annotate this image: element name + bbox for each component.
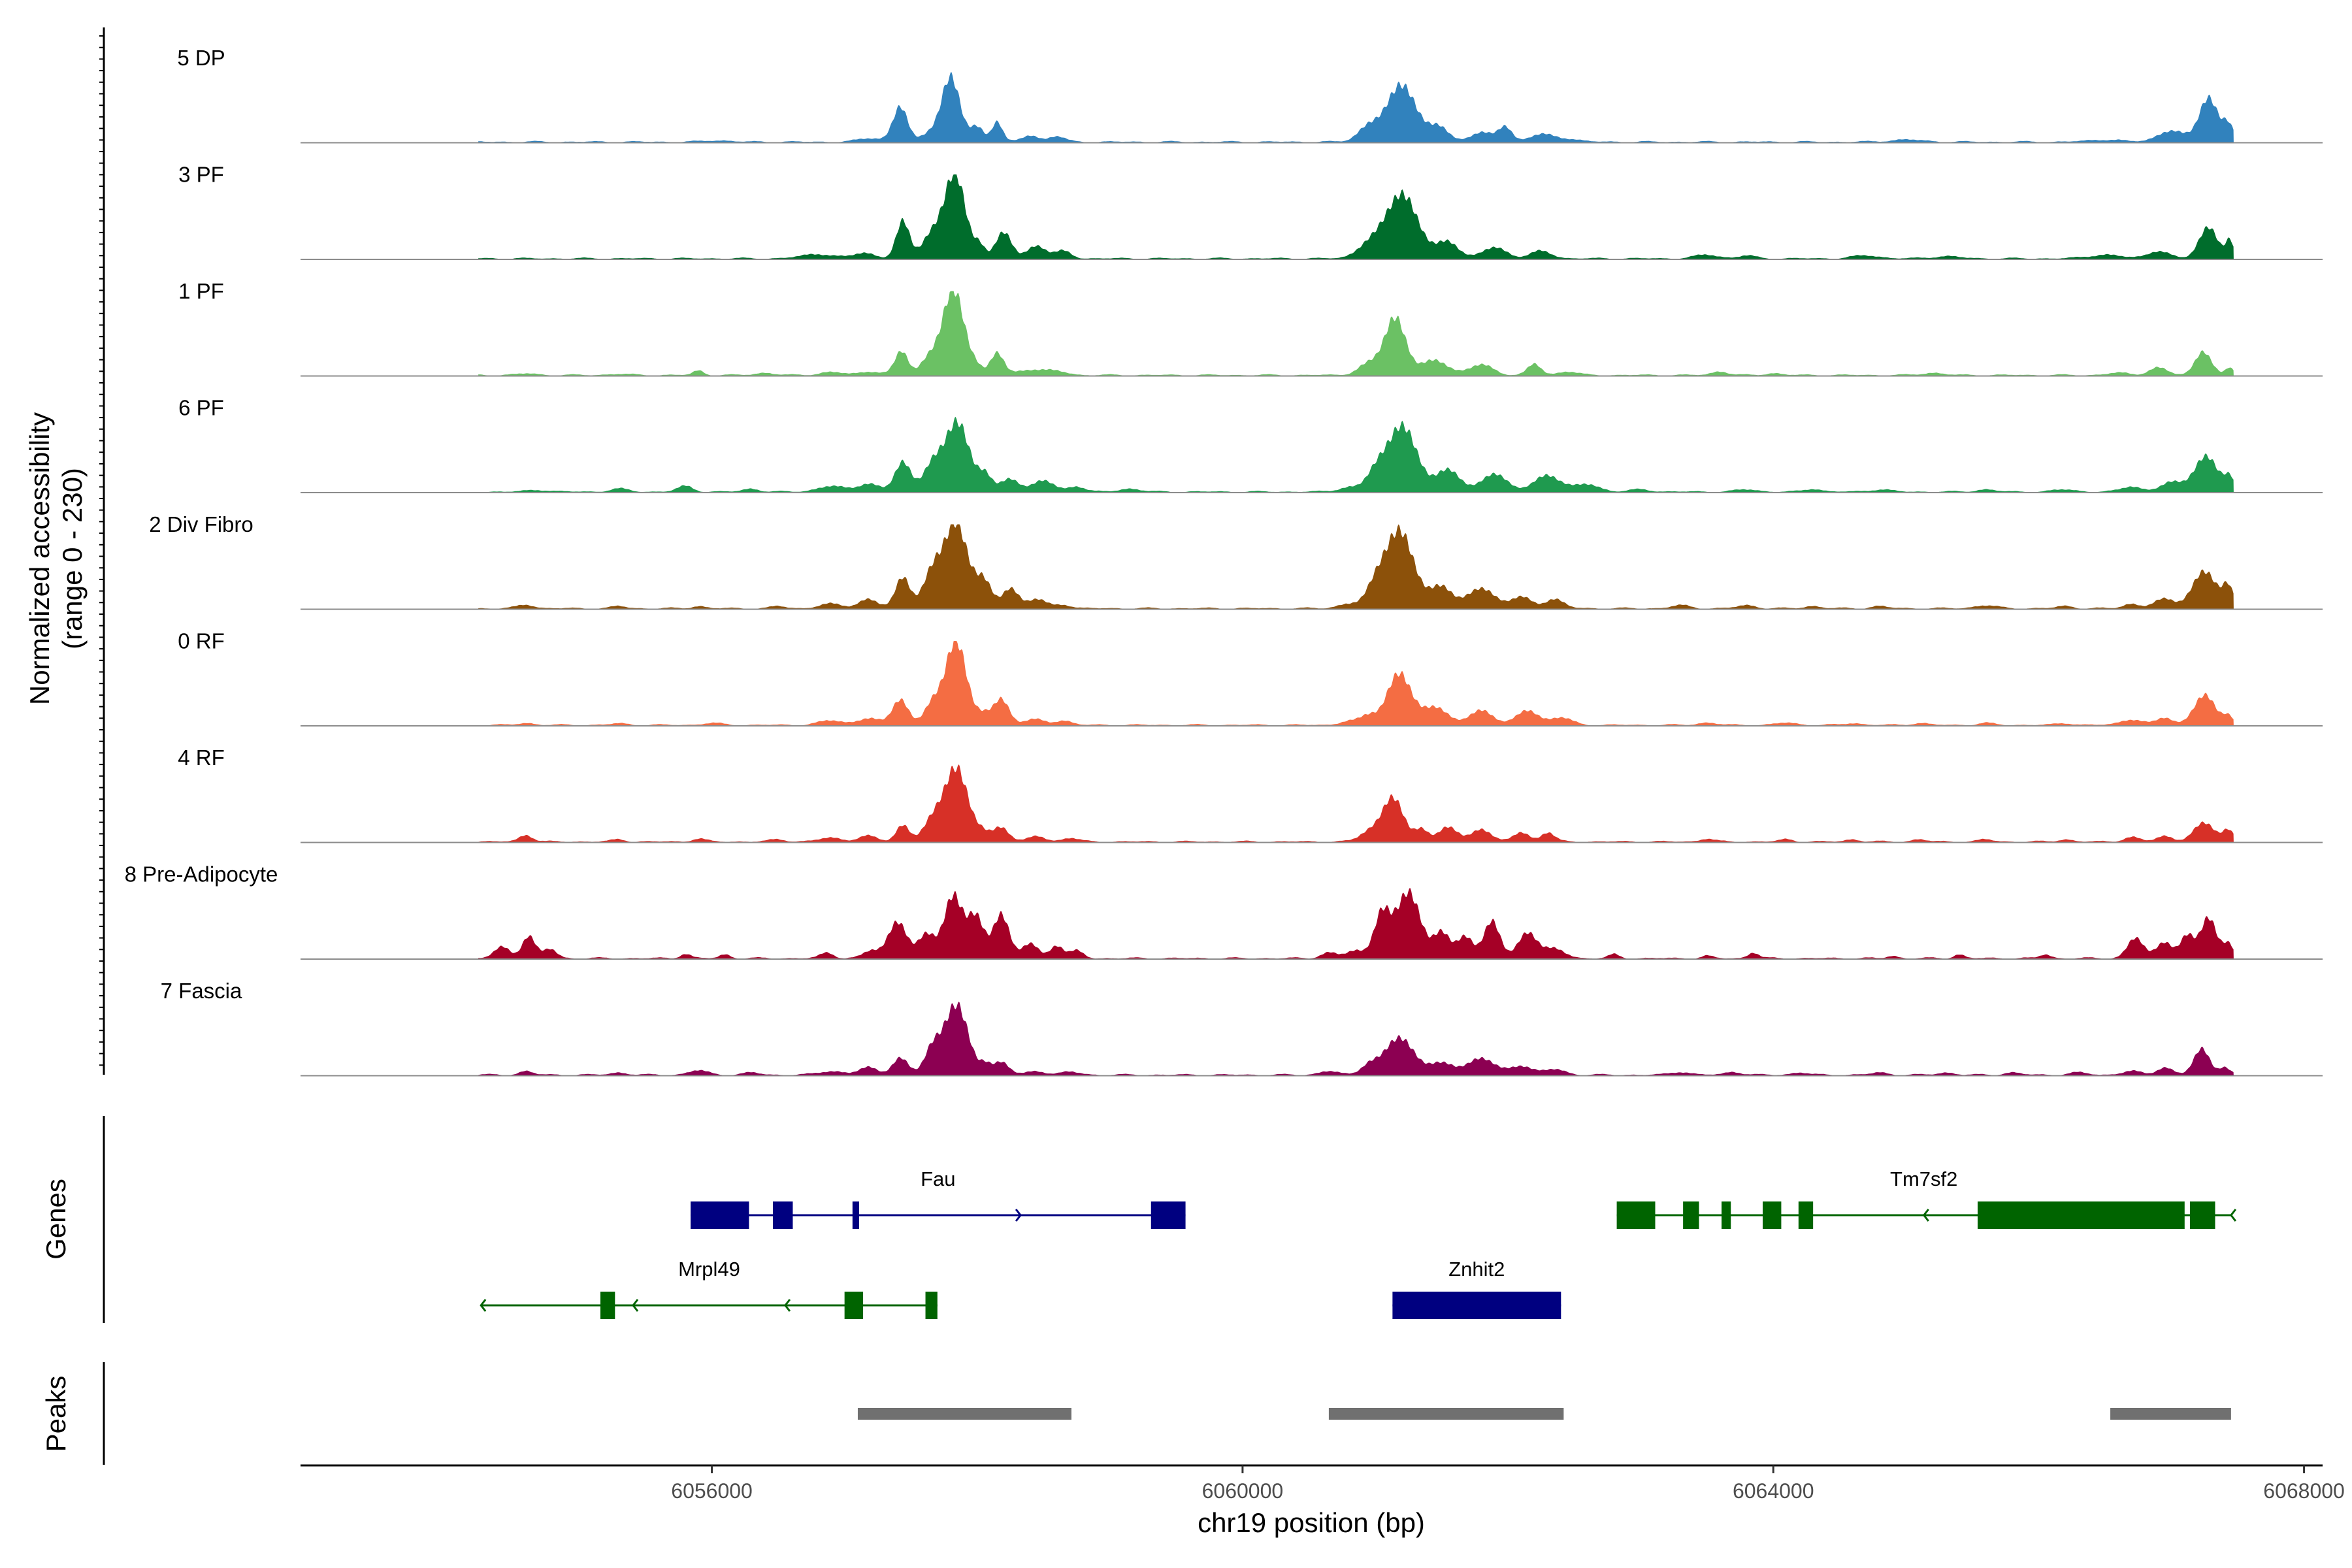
x-tick-label: 6064000 xyxy=(1733,1479,1814,1503)
track-label: 8 Pre-Adipocyte xyxy=(125,862,278,886)
y-axis-range-label: (range 0 - 230) xyxy=(57,468,88,649)
track-label: 4 RF xyxy=(178,745,225,770)
gene-fau: Fau xyxy=(691,1168,1186,1229)
track-label: 2 Div Fibro xyxy=(149,512,253,536)
strand-arrow xyxy=(784,1299,791,1312)
x-tick-label: 6056000 xyxy=(671,1479,753,1503)
x-tick-label: 6060000 xyxy=(1202,1479,1284,1503)
track-1-pf: 1 PF xyxy=(178,279,2323,377)
exon xyxy=(1798,1201,1814,1229)
gene-label: Tm7sf2 xyxy=(1890,1168,1957,1190)
track-8-pre-adipocyte: 8 Pre-Adipocyte xyxy=(125,862,2323,960)
gene-label: Mrpl49 xyxy=(678,1258,740,1281)
track-2-div-fibro: 2 Div Fibro xyxy=(149,512,2323,610)
y-axis-title: Normalized accessibility (range 0 - 230) xyxy=(24,412,88,705)
exon xyxy=(1722,1201,1731,1229)
gene-znhit2: Znhit2 xyxy=(1392,1258,1561,1319)
strand-arrow xyxy=(1015,1209,1022,1222)
exon xyxy=(1392,1292,1561,1319)
exon xyxy=(925,1292,938,1319)
x-axis-ticks: 6056000 6060000 6064000 6068000 xyxy=(671,1465,2345,1503)
peaks-track xyxy=(857,1408,2231,1420)
gene-tm7sf2: Tm7sf2 xyxy=(1616,1168,2237,1229)
peaks-panel-title: Peaks xyxy=(41,1376,71,1452)
strand-arrow xyxy=(1922,1209,1929,1222)
track-label: 5 DP xyxy=(177,46,225,70)
strand-arrow xyxy=(2229,1209,2237,1222)
exon xyxy=(600,1292,615,1319)
y-axis-label: Normalized accessibility xyxy=(24,412,55,705)
exon xyxy=(1977,1201,2185,1229)
track-4-rf: 4 RF xyxy=(178,745,2323,843)
exon xyxy=(1616,1201,1656,1229)
track-label: 6 PF xyxy=(178,395,224,419)
peak-region xyxy=(1328,1408,1564,1420)
exon xyxy=(2189,1201,2215,1229)
track-label: 1 PF xyxy=(178,279,224,303)
exon xyxy=(1762,1201,1782,1229)
strand-arrow xyxy=(480,1299,487,1312)
genes-track: Fau Tm7sf2 Mrpl49 Znhit2 xyxy=(480,1168,2237,1319)
peak-region xyxy=(2110,1408,2231,1420)
track-label: 7 Fascia xyxy=(161,979,242,1003)
gene-label: Fau xyxy=(921,1168,955,1190)
exon xyxy=(772,1201,793,1229)
exon xyxy=(1683,1201,1699,1229)
coverage-area xyxy=(478,888,2234,959)
peak-region xyxy=(857,1408,1071,1420)
track-5-dp: 5 DP xyxy=(177,46,2323,144)
track-6-pf: 6 PF xyxy=(178,395,2323,493)
track-7-fascia: 7 Fascia xyxy=(161,979,2323,1077)
x-axis-title: chr19 position (bp) xyxy=(1198,1507,1425,1538)
track-label: 0 RF xyxy=(178,629,225,653)
genes-panel-title: Genes xyxy=(41,1179,71,1260)
exon xyxy=(844,1292,864,1319)
y-axis-ticks xyxy=(99,35,104,1066)
track-label: 3 PF xyxy=(178,162,224,186)
track-3-pf: 3 PF xyxy=(178,162,2323,260)
exon xyxy=(852,1201,859,1229)
x-tick-label: 6068000 xyxy=(2263,1479,2345,1503)
exon xyxy=(1151,1201,1186,1229)
gene-label: Znhit2 xyxy=(1448,1258,1505,1281)
strand-arrow xyxy=(632,1299,639,1312)
coverage-tracks: 5 DP 3 PF 1 PF 6 PF 2 Div Fibro 0 RF 4 RF 8 Pre… xyxy=(125,46,2323,1077)
exon xyxy=(691,1201,749,1229)
track-0-rf: 0 RF xyxy=(178,629,2323,727)
gene-mrpl49: Mrpl49 xyxy=(480,1258,938,1319)
